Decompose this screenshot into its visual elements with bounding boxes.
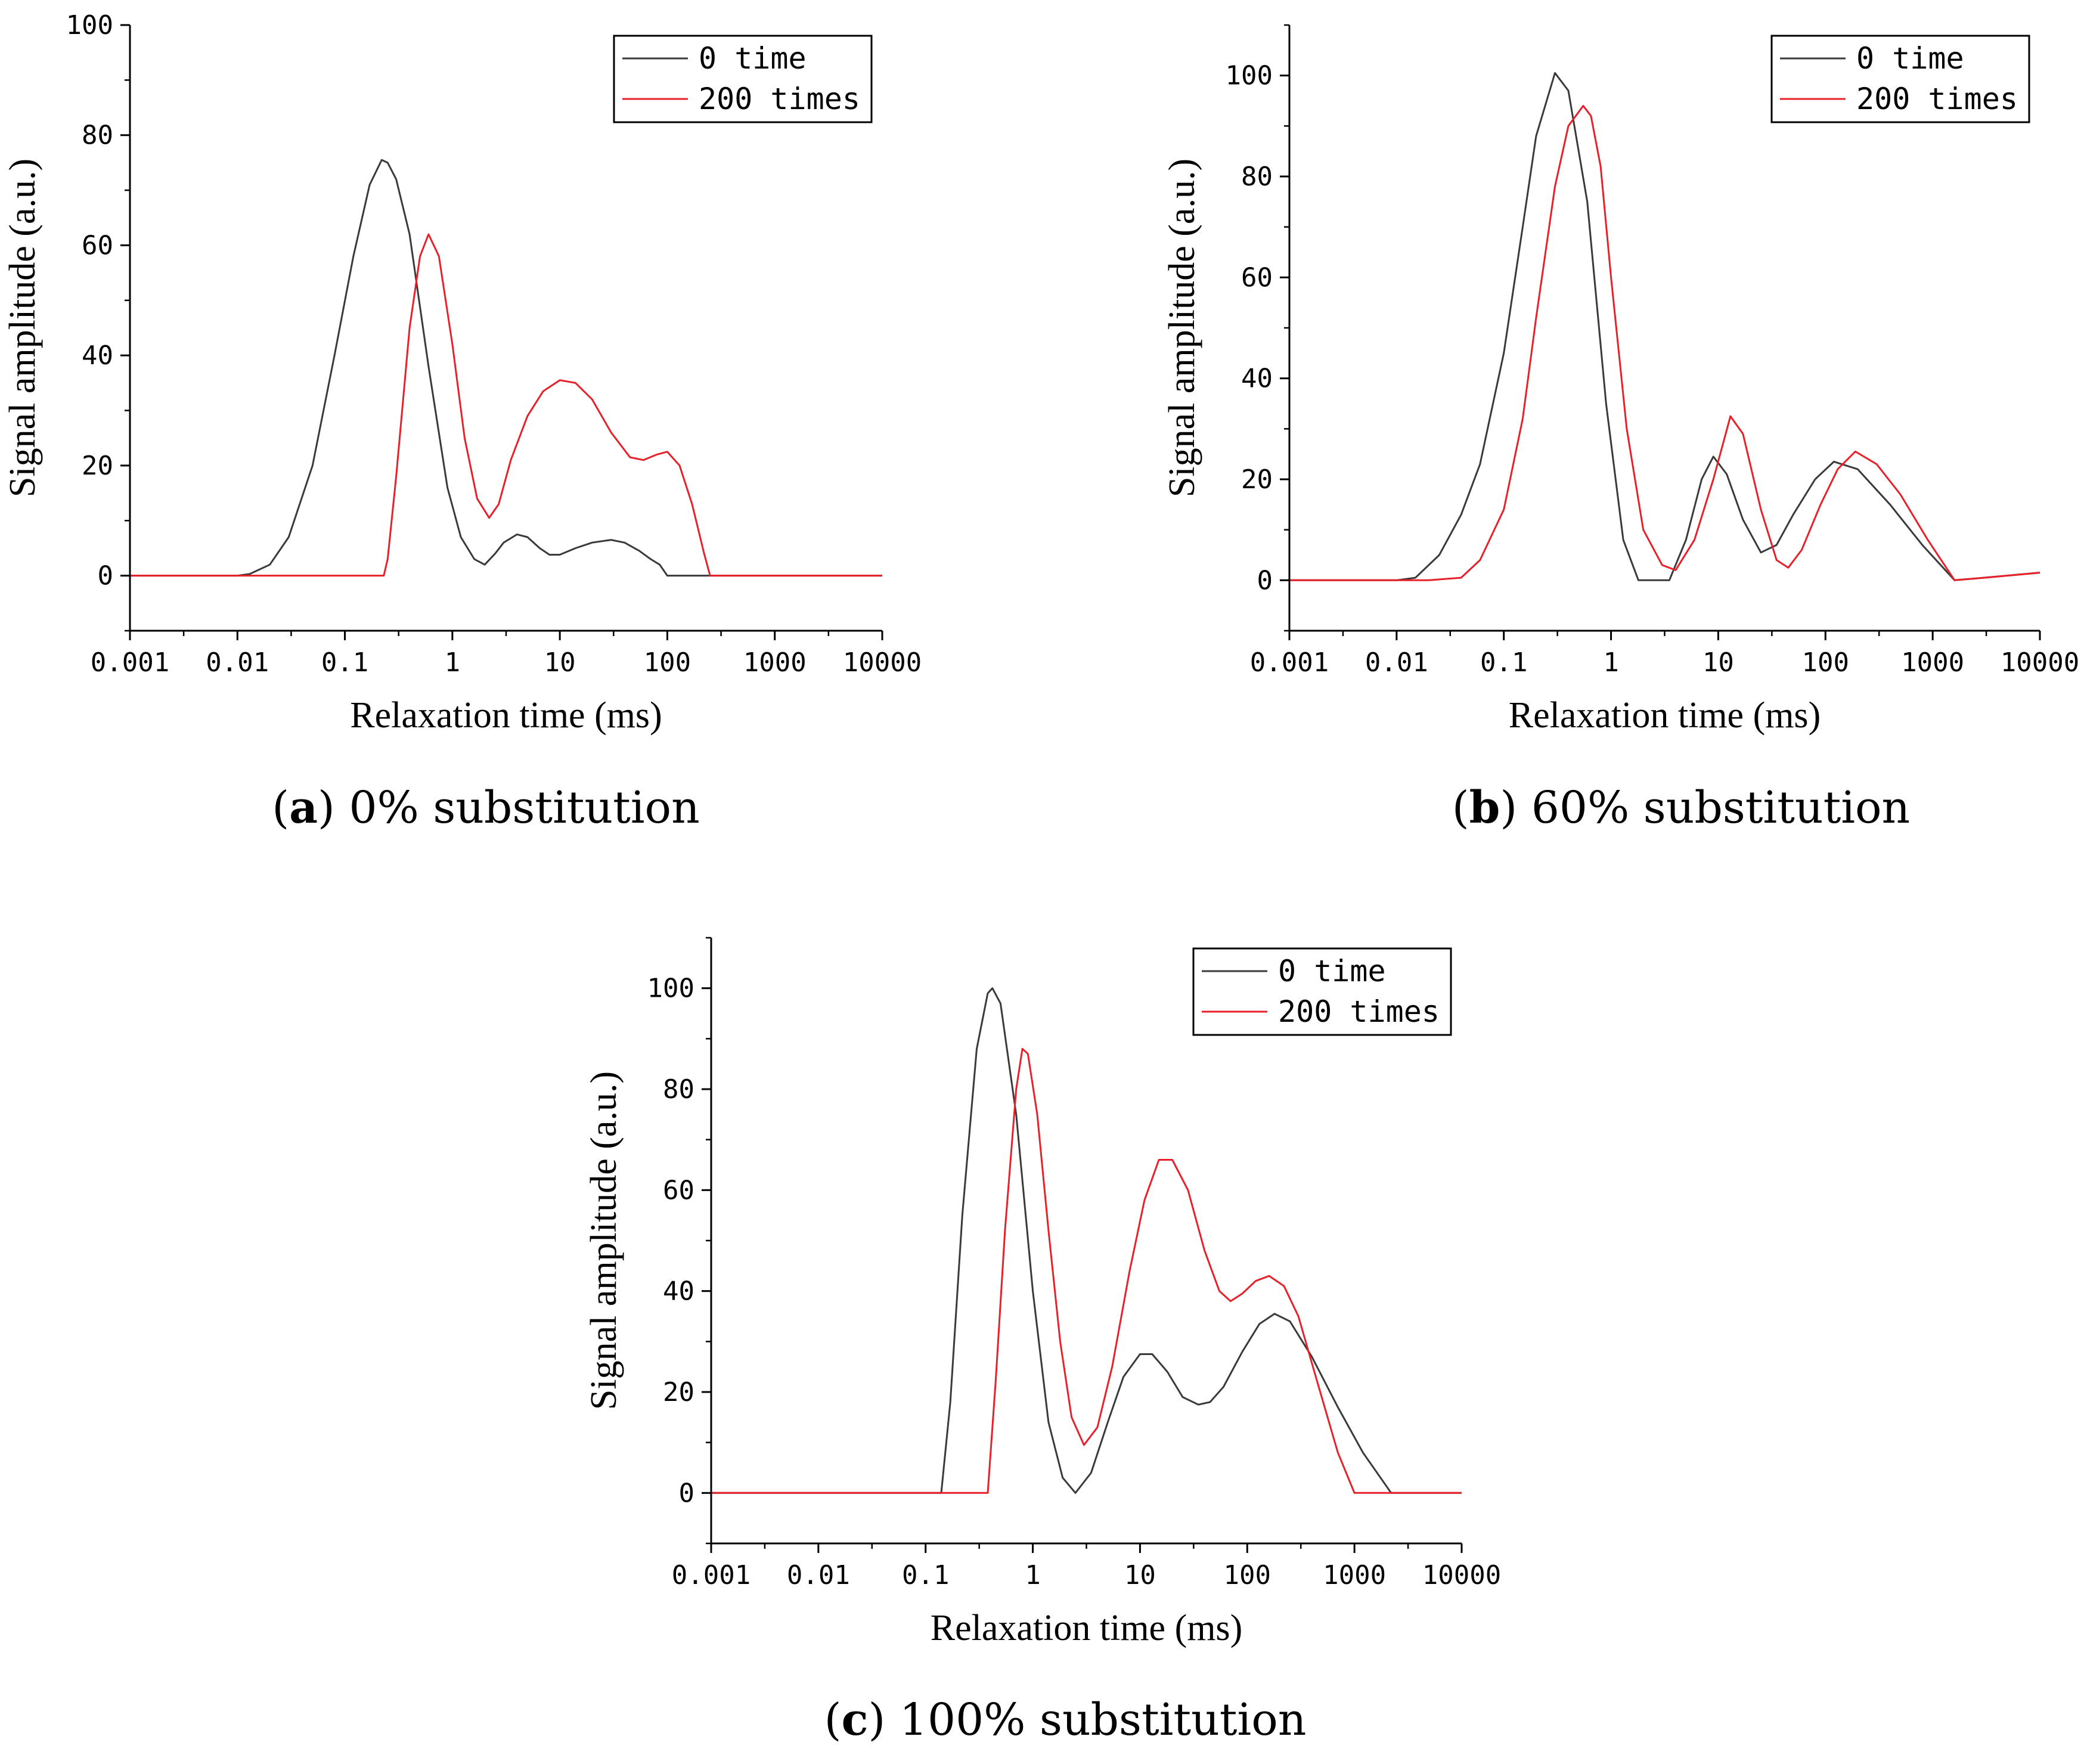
x-tick-label: 1000 <box>743 647 807 678</box>
x-tick-label: 1 <box>445 647 461 678</box>
legend-label-0-time: 0 time <box>1278 954 1386 988</box>
plot-area: 0 20 40 60 80 100 0.001 0.01 0.1 1 10 100 1000 10000 <box>1226 24 2079 678</box>
x-tick-label: 10 <box>544 647 576 678</box>
y-tick-label: 60 <box>1241 262 1273 293</box>
legend-label-200-times: 200 times <box>1856 82 2018 116</box>
y-tick-label: 100 <box>1226 61 1273 91</box>
x-tick-label: 100 <box>1802 647 1849 678</box>
legend-label-200-times: 200 times <box>699 82 860 116</box>
legend: 0 time 200 times <box>613 35 873 123</box>
y-axis-title: Signal amplitude (a.u.) <box>1162 159 1202 497</box>
y-tick-label: 80 <box>663 1074 694 1105</box>
legend-label-200-times: 200 times <box>1278 994 1440 1029</box>
y-tick-label: 80 <box>82 120 113 151</box>
x-tick-label: 1 <box>1025 1560 1041 1591</box>
series-line-200-times <box>711 1047 1462 1494</box>
legend-box <box>613 35 873 123</box>
y-tick-label: 60 <box>82 230 113 261</box>
x-axis-title: Relaxation time (ms) <box>931 1608 1242 1648</box>
x-tick-label: 0.1 <box>321 647 368 678</box>
plot-area: 0 20 40 60 80 100 0.001 0.01 0.1 1 10 100 1000 10000 <box>647 937 1501 1591</box>
y-tick-label: 20 <box>1241 464 1273 495</box>
x-tick-label: 1 <box>1603 647 1619 678</box>
y-tick-label: 0 <box>679 1478 695 1508</box>
x-tick-label: 0.01 <box>1365 647 1428 678</box>
x-tick-label: 10000 <box>2001 647 2079 678</box>
x-tick-label: 0.001 <box>91 647 169 678</box>
y-tick-label: 60 <box>663 1175 694 1205</box>
x-axis-title: Relaxation time (ms) <box>1509 695 1821 736</box>
x-tick-label: 0.01 <box>206 647 269 678</box>
y-tick-label: 100 <box>647 974 694 1004</box>
plot-area: 0 20 40 60 80 100 0.001 0.01 0.1 1 10 100 1000 10000 <box>66 10 922 678</box>
series-line-200-times <box>1289 105 2040 581</box>
x-tick-label: 10 <box>1124 1560 1156 1591</box>
y-tick-label: 80 <box>1241 162 1273 192</box>
x-tick-label: 1000 <box>1323 1560 1386 1591</box>
y-tick-label: 40 <box>1241 364 1273 394</box>
series-line-0-time <box>1289 72 2040 581</box>
y-tick-label: 0 <box>98 561 114 591</box>
y-tick-label: 0 <box>1257 565 1273 596</box>
x-tick-label: 100 <box>644 647 691 678</box>
legend-label-0-time: 0 time <box>1856 41 1964 76</box>
y-tick-label: 20 <box>663 1377 694 1408</box>
x-tick-label: 10000 <box>1422 1560 1501 1591</box>
caption-a: (a) 0% substitution <box>272 782 700 833</box>
legend-label-0-time: 0 time <box>699 41 807 76</box>
x-tick-label: 0.01 <box>787 1560 850 1591</box>
legend-box <box>1770 35 2030 123</box>
x-tick-label: 0.1 <box>902 1560 949 1591</box>
series-line-200-times <box>130 233 882 577</box>
y-tick-label: 40 <box>82 340 113 371</box>
y-tick-label: 100 <box>66 10 113 41</box>
caption-b: (b) 60% substitution <box>1452 782 1910 833</box>
y-tick-label: 40 <box>663 1276 694 1307</box>
series-line-0-time <box>711 987 1462 1494</box>
x-tick-label: 0.001 <box>672 1560 751 1591</box>
y-tick-label: 20 <box>82 451 113 481</box>
series-line-0-time <box>130 159 882 577</box>
x-tick-label: 100 <box>1224 1560 1271 1591</box>
legend: 0 time 200 times <box>1192 947 1452 1036</box>
y-axis-title: Signal amplitude (a.u.) <box>584 1071 624 1410</box>
x-tick-label: 1000 <box>1901 647 1964 678</box>
x-tick-label: 0.001 <box>1250 647 1329 678</box>
legend: 0 time 200 times <box>1770 35 2030 123</box>
x-tick-label: 10000 <box>843 647 922 678</box>
caption-c: (c) 100% substitution <box>824 1694 1307 1746</box>
y-axis-title: Signal amplitude (a.u.) <box>2 159 43 497</box>
x-tick-label: 10 <box>1702 647 1734 678</box>
x-axis-title: Relaxation time (ms) <box>350 695 662 736</box>
x-tick-label: 0.1 <box>1480 647 1527 678</box>
legend-box <box>1192 947 1452 1036</box>
